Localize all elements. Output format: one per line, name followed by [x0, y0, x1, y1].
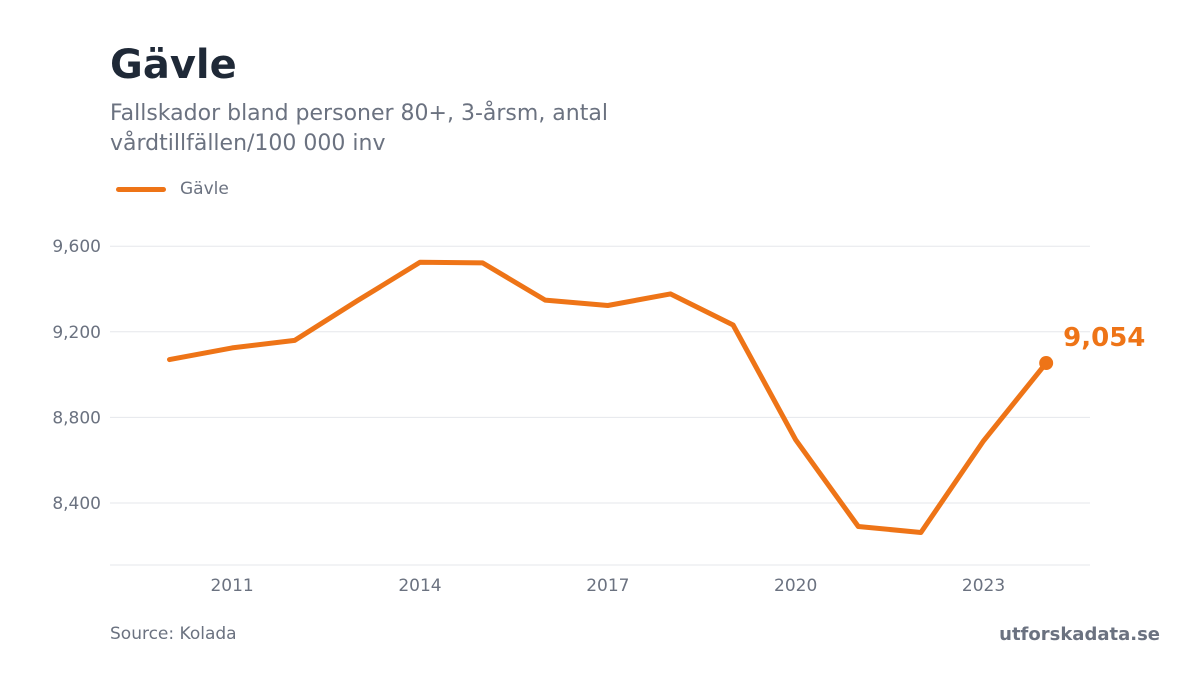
- y-tick-label: 9,600: [52, 237, 101, 257]
- y-tick-label: 8,400: [52, 494, 101, 514]
- series-layer: 9,054: [167, 259, 1145, 535]
- x-tick-label: 2020: [774, 576, 817, 596]
- x-tick-label: 2023: [962, 576, 1005, 596]
- y-tick-label: 9,200: [52, 323, 101, 343]
- x-tick-label: 2011: [210, 576, 253, 596]
- grid-lines: [110, 245, 1090, 504]
- x-axis-ticks: 2011 2014 2017 2020 2023: [210, 576, 1005, 596]
- x-tick-label: 2017: [586, 576, 629, 596]
- y-tick-label: 8,800: [52, 408, 101, 428]
- chart-subtitle: Fallskador bland personer 80+, 3-årsm, a…: [110, 101, 608, 156]
- x-tick-label: 2014: [398, 576, 441, 596]
- source-note: Source: Kolada: [110, 624, 237, 644]
- y-axis-ticks: 8,400 8,800 9,200 9,600: [52, 237, 101, 514]
- brand-link[interactable]: utforskadata.se: [999, 624, 1160, 645]
- legend-label: Gävle: [180, 179, 229, 199]
- chart-title: Gävle: [110, 42, 237, 88]
- last-value-label: 9,054: [1063, 323, 1145, 353]
- legend: Gävle: [116, 179, 229, 199]
- last-point-marker: [1039, 356, 1054, 371]
- legend-swatch: [116, 186, 166, 192]
- series-line-gavle: [167, 259, 1049, 535]
